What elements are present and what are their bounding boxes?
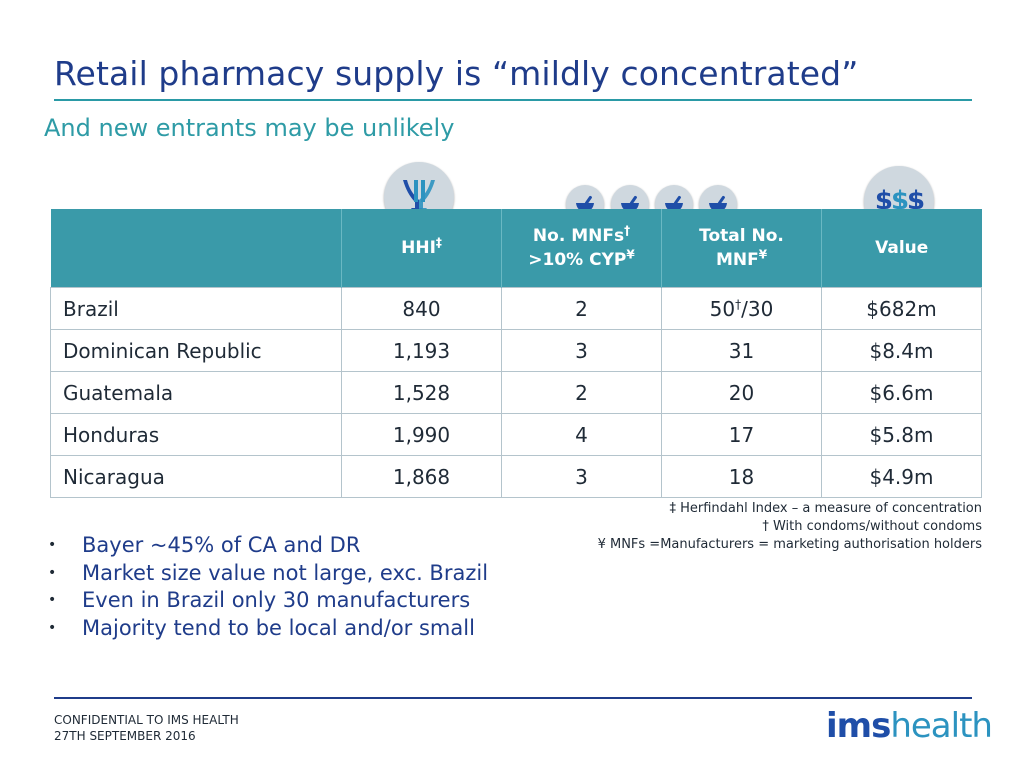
- footer-line-date: 27TH SEPTEMBER 2016: [54, 729, 196, 743]
- mnfs-cell: 3: [501, 329, 662, 372]
- country-cell: Guatemala: [50, 371, 342, 414]
- footnotes: ‡ Herfindahl Index – a measure of concen…: [598, 500, 982, 554]
- bullet-list: • Bayer ~45% of CA and DR • Market size va…: [48, 532, 488, 642]
- mnfs-cell: 4: [501, 413, 662, 456]
- footnote-condoms: † With condoms/without condoms: [762, 519, 982, 534]
- country-cell: Honduras: [50, 413, 342, 456]
- value-cell: $8.4m: [821, 329, 982, 372]
- table-row: Nicaragua 1,868 3 18 $4.9m: [50, 455, 982, 498]
- slide-subtitle: And new entrants may be unlikely: [44, 114, 455, 142]
- hhi-cell: 1,990: [341, 413, 502, 456]
- country-cell: Brazil: [50, 287, 342, 330]
- value-cell: $5.8m: [821, 413, 982, 456]
- title-divider: [54, 99, 972, 101]
- footnote-hhi: ‡ Herfindahl Index – a measure of concen…: [669, 501, 982, 516]
- value-cell: $6.6m: [821, 371, 982, 414]
- total-cell: 17: [661, 413, 822, 456]
- header-value: Value: [821, 209, 982, 288]
- table-row: Dominican Republic 1,193 3 31 $8.4m: [50, 329, 982, 372]
- list-item: • Majority tend to be local and/or small: [48, 615, 488, 643]
- footer-line-confidential: CONFIDENTIAL TO IMS HEALTH: [54, 713, 239, 727]
- header-mnfs: No. MNFs† >10% CYP¥: [501, 209, 662, 288]
- footnote-mnf: ¥ MNFs =Manufacturers = marketing author…: [597, 537, 982, 552]
- header-country: [50, 209, 342, 288]
- hhi-cell: 1,528: [341, 371, 502, 414]
- list-item: • Even in Brazil only 30 manufacturers: [48, 587, 488, 615]
- mnfs-cell: 2: [501, 371, 662, 414]
- footer-confidential: CONFIDENTIAL TO IMS HEALTH 27TH SEPTEMBE…: [54, 712, 239, 744]
- bullet-icon: •: [48, 537, 57, 553]
- footer-divider: [54, 697, 972, 699]
- country-cell: Dominican Republic: [50, 329, 342, 372]
- total-cell: 50†/30: [661, 287, 822, 330]
- mnfs-cell: 2: [501, 287, 662, 330]
- hhi-cell: 840: [341, 287, 502, 330]
- total-cell: 18: [661, 455, 822, 498]
- mnfs-cell: 3: [501, 455, 662, 498]
- table-header-row: HHI‡ No. MNFs† >10% CYP¥ Total No. MNF¥ …: [50, 209, 982, 288]
- list-item: • Bayer ~45% of CA and DR: [48, 532, 488, 560]
- total-cell: 20: [661, 371, 822, 414]
- slide-title: Retail pharmacy supply is “mildly concen…: [54, 54, 859, 93]
- header-hhi: HHI‡: [341, 209, 502, 288]
- table-row: Guatemala 1,528 2 20 $6.6m: [50, 371, 982, 414]
- bullet-icon: •: [48, 619, 57, 636]
- bullet-icon: •: [48, 564, 57, 581]
- value-cell: $4.9m: [821, 455, 982, 498]
- ims-health-logo: imshealth: [826, 706, 993, 746]
- bullet-icon: •: [48, 592, 57, 608]
- table-row: Honduras 1,990 4 17 $5.8m: [50, 413, 982, 456]
- table-row: Brazil 840 2 50†/30 $682m: [50, 287, 982, 330]
- market-table: HHI‡ No. MNFs† >10% CYP¥ Total No. MNF¥ …: [50, 209, 982, 498]
- value-cell: $682m: [821, 287, 982, 330]
- hhi-cell: 1,868: [341, 455, 502, 498]
- hhi-cell: 1,193: [341, 329, 502, 372]
- total-cell: 31: [661, 329, 822, 372]
- list-item: • Market size value not large, exc. Brazi…: [48, 560, 488, 588]
- country-cell: Nicaragua: [50, 455, 342, 498]
- header-total-mnf: Total No. MNF¥: [661, 209, 822, 288]
